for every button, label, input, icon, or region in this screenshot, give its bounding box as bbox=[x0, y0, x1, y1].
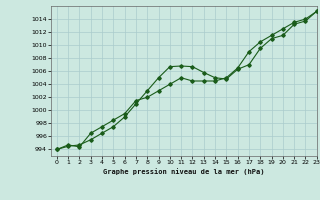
X-axis label: Graphe pression niveau de la mer (hPa): Graphe pression niveau de la mer (hPa) bbox=[103, 168, 265, 175]
